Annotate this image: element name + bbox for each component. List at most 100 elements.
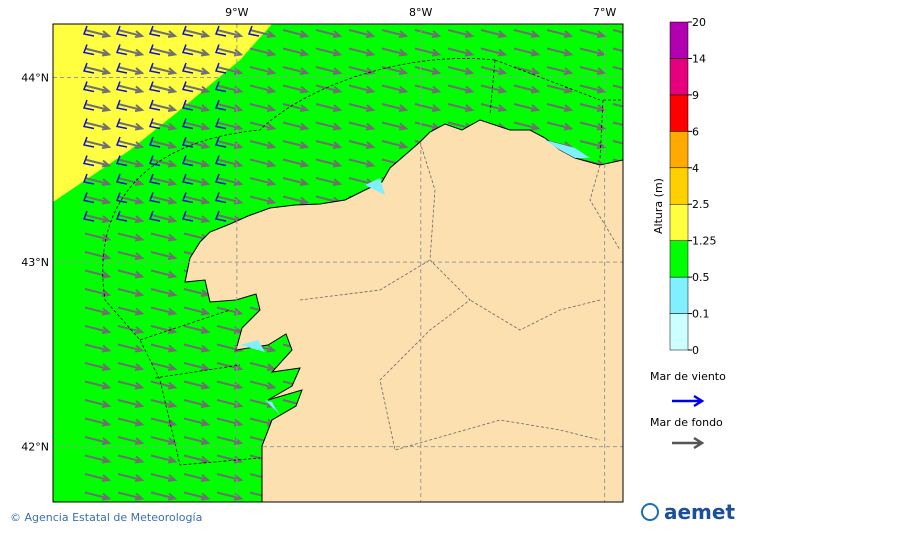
swell-arrow <box>612 66 623 71</box>
swell-arrow <box>150 491 178 501</box>
wind-arrow <box>82 44 95 56</box>
swell-arrow <box>150 29 178 38</box>
wind-arrow <box>82 210 95 222</box>
legend-arrow <box>672 394 705 408</box>
lon-tick-label: 7°W <box>593 6 616 19</box>
wind-arrow <box>148 62 161 74</box>
swell-arrow <box>546 29 574 38</box>
swell-arrow <box>249 380 277 390</box>
wind-arrow <box>82 173 95 185</box>
swell-arrow <box>117 121 145 131</box>
swell-arrow <box>150 158 178 168</box>
swell-arrow <box>546 84 574 94</box>
legend-label: Mar de fondo <box>650 416 723 429</box>
colorbar-tick-label: 0.1 <box>692 308 710 321</box>
wind-arrow <box>115 44 128 56</box>
swell-arrow <box>348 84 376 94</box>
wind-arrow <box>181 99 194 111</box>
swell-arrow <box>150 454 178 464</box>
wind-arrow <box>115 155 128 167</box>
swell-arrow <box>183 103 211 112</box>
swell-arrow <box>249 84 277 94</box>
swell-arrow <box>84 454 112 464</box>
swell-arrow <box>117 84 145 94</box>
swell-arrow <box>348 121 376 131</box>
swell-arrow <box>579 66 607 75</box>
colorbar-segment <box>669 94 689 132</box>
swell-arrow <box>381 121 409 131</box>
colorbar-segment <box>669 240 689 278</box>
swell-arrow <box>348 103 376 112</box>
swell-arrow <box>513 66 541 75</box>
swell-arrow <box>546 121 574 131</box>
wind-arrow <box>148 136 161 148</box>
swell-arrow <box>249 47 277 57</box>
swell-arrow <box>513 103 541 112</box>
swell-arrow <box>183 473 211 482</box>
boundaries <box>299 141 621 451</box>
swell-arrow <box>579 121 607 131</box>
swell-arrow <box>183 140 211 149</box>
colorbar-segment <box>669 167 689 205</box>
swell-arrow <box>579 103 607 112</box>
wind-arrow <box>214 210 227 222</box>
wind-arrow <box>82 136 95 148</box>
swell-arrow <box>117 491 145 501</box>
wind-arrow <box>115 81 128 93</box>
swell-arrow <box>117 214 145 223</box>
wind-arrow <box>181 155 194 167</box>
wind-arrow <box>214 118 227 130</box>
swell-arrow <box>150 362 178 371</box>
swell-arrow <box>546 103 574 112</box>
swell-arrow <box>117 251 145 260</box>
swell-arrow <box>315 103 343 112</box>
swell-arrow <box>546 66 574 75</box>
wind-arrow <box>115 136 128 148</box>
swell-arrow <box>381 29 409 38</box>
wind-arrow <box>181 210 194 222</box>
swell-arrow <box>84 417 112 427</box>
swell-arrow <box>150 269 178 279</box>
swell-arrow <box>117 140 145 149</box>
swell-arrow <box>150 343 178 353</box>
swell-arrow <box>150 214 178 223</box>
swell-arrow <box>84 232 112 242</box>
swell-arrow <box>117 454 145 464</box>
colorbar-tick-label: 0 <box>692 344 699 357</box>
swell-arrow <box>513 47 541 57</box>
swell-arrow <box>249 177 277 186</box>
swell-arrow <box>414 29 442 38</box>
swell-arrow <box>282 29 310 38</box>
swell-arrow <box>84 140 112 149</box>
swell-arrow <box>183 158 211 168</box>
swell-arrow <box>282 121 310 131</box>
legend <box>672 394 705 450</box>
colorbar-tick-label: 2.5 <box>692 198 710 211</box>
swell-arrow <box>183 380 211 390</box>
swell-arrow <box>480 29 508 38</box>
wind-arrow <box>115 210 128 222</box>
wind-arrow <box>148 44 161 56</box>
swell-arrow <box>117 417 145 427</box>
swell-arrow <box>84 473 112 482</box>
swell-arrow <box>117 232 145 242</box>
wind-arrow <box>148 192 161 204</box>
wind-arrow <box>181 192 194 204</box>
swell-arrow <box>381 47 409 57</box>
swell-arrow <box>315 177 343 186</box>
swell-arrow <box>447 84 475 94</box>
swell-arrow <box>612 84 623 90</box>
swell-arrow <box>414 47 442 57</box>
swell-arrow <box>315 121 343 131</box>
swell-arrow <box>414 66 442 75</box>
swell-arrow <box>117 177 145 186</box>
colorbar-label: Altura (m) <box>652 178 665 234</box>
swell-arrow <box>282 140 310 149</box>
swell-arrow <box>249 29 277 38</box>
colorbar-segment <box>669 131 689 169</box>
swell-arrow <box>117 325 145 334</box>
shallow <box>240 340 265 352</box>
swell-arrow <box>183 417 211 427</box>
wind-arrow <box>214 173 227 185</box>
